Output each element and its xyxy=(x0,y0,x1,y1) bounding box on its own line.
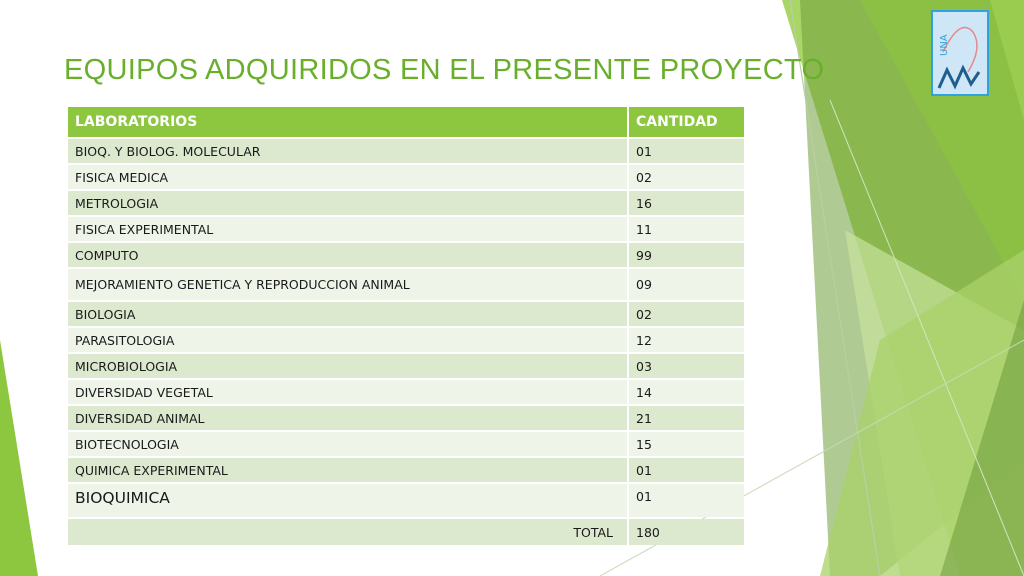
lab-cell: BIOQ. Y BIOLOG. MOLECULAR xyxy=(68,139,629,163)
table-row: BIOQUIMICA 01 xyxy=(68,484,744,517)
table-row: PARASITOLOGIA 12 xyxy=(68,328,744,352)
lab-cell: PARASITOLOGIA xyxy=(68,328,629,352)
lab-cell: QUIMICA EXPERIMENTAL xyxy=(68,458,629,482)
lab-cell: BIOQUIMICA xyxy=(68,484,629,517)
logo: UNA xyxy=(931,10,989,96)
header-laboratorios: LABORATORIOS xyxy=(68,107,629,137)
table-row: MICROBIOLOGIA 03 xyxy=(68,354,744,378)
qty-cell: 15 xyxy=(629,432,744,456)
lab-cell: BIOTECNOLOGIA xyxy=(68,432,629,456)
svg-text:UNA: UNA xyxy=(939,34,950,56)
table-row: COMPUTO 99 xyxy=(68,243,744,267)
lab-cell: METROLOGIA xyxy=(68,191,629,215)
lab-cell: DIVERSIDAD VEGETAL xyxy=(68,380,629,404)
lab-cell: DIVERSIDAD ANIMAL xyxy=(68,406,629,430)
table-row: FISICA EXPERIMENTAL 11 xyxy=(68,217,744,241)
table-row: BIOTECNOLOGIA 15 xyxy=(68,432,744,456)
table-row: METROLOGIA 16 xyxy=(68,191,744,215)
qty-cell: 02 xyxy=(629,165,744,189)
total-label: TOTAL xyxy=(68,519,629,545)
table-row: QUIMICA EXPERIMENTAL 01 xyxy=(68,458,744,482)
qty-cell: 16 xyxy=(629,191,744,215)
lab-cell: COMPUTO xyxy=(68,243,629,267)
equipment-table: LABORATORIOS CANTIDAD BIOQ. Y BIOLOG. MO… xyxy=(68,105,744,547)
qty-cell: 11 xyxy=(629,217,744,241)
qty-cell: 03 xyxy=(629,354,744,378)
qty-cell: 99 xyxy=(629,243,744,267)
qty-cell: 01 xyxy=(629,458,744,482)
header-cantidad: CANTIDAD xyxy=(629,107,744,137)
qty-cell: 12 xyxy=(629,328,744,352)
slide-title: EQUIPOS ADQUIRIDOS EN EL PRESENTE PROYEC… xyxy=(64,54,825,86)
lab-cell: FISICA MEDICA xyxy=(68,165,629,189)
lab-cell: BIOLOGIA xyxy=(68,302,629,326)
qty-cell: 21 xyxy=(629,406,744,430)
lab-cell: FISICA EXPERIMENTAL xyxy=(68,217,629,241)
table-row: BIOQ. Y BIOLOG. MOLECULAR 01 xyxy=(68,139,744,163)
qty-cell: 09 xyxy=(629,269,744,300)
qty-cell: 01 xyxy=(629,139,744,163)
qty-cell: 01 xyxy=(629,484,744,517)
lab-cell: MICROBIOLOGIA xyxy=(68,354,629,378)
table-header-row: LABORATORIOS CANTIDAD xyxy=(68,107,744,137)
total-value: 180 xyxy=(629,519,744,545)
table-row: BIOLOGIA 02 xyxy=(68,302,744,326)
table-row: FISICA MEDICA 02 xyxy=(68,165,744,189)
qty-cell: 14 xyxy=(629,380,744,404)
table-row: MEJORAMIENTO GENETICA Y REPRODUCCION ANI… xyxy=(68,269,744,300)
table-row: DIVERSIDAD VEGETAL 14 xyxy=(68,380,744,404)
lab-cell: MEJORAMIENTO GENETICA Y REPRODUCCION ANI… xyxy=(68,269,629,300)
table-row: DIVERSIDAD ANIMAL 21 xyxy=(68,406,744,430)
qty-cell: 02 xyxy=(629,302,744,326)
total-row: TOTAL 180 xyxy=(68,519,744,545)
